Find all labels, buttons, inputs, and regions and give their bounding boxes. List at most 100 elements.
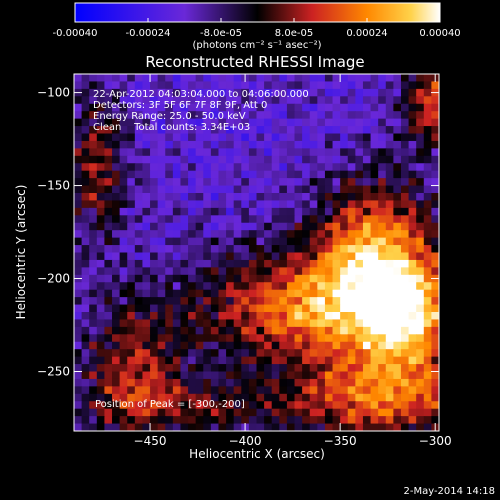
- heatmap-cell: [309, 111, 318, 120]
- heatmap-cell: [134, 326, 144, 335]
- heatmap-cell: [241, 222, 250, 231]
- heatmap-cell: [294, 237, 303, 246]
- heatmap-cell: [172, 170, 182, 179]
- heatmap-cell: [150, 386, 159, 395]
- heatmap-cell: [195, 349, 204, 358]
- heatmap-cell: [165, 245, 174, 254]
- heatmap-cell: [294, 81, 303, 90]
- heatmap-cell: [112, 103, 121, 112]
- heatmap-cell: [393, 222, 402, 231]
- heatmap-cell: [431, 267, 439, 276]
- heatmap-cell: [96, 222, 106, 231]
- heatmap-cell: [294, 259, 303, 268]
- heatmap-cell: [134, 237, 144, 246]
- heatmap-cell: [142, 245, 151, 254]
- heatmap-cell: [119, 74, 128, 83]
- heatmap-cell: [279, 96, 288, 105]
- heatmap-cell: [203, 74, 212, 83]
- heatmap-cell: [264, 364, 273, 373]
- heatmap-cell: [294, 282, 303, 291]
- heatmap-cell: [74, 349, 83, 358]
- heatmap-cell: [393, 245, 402, 254]
- heatmap-cell: [241, 170, 250, 179]
- heatmap-cell: [150, 304, 159, 313]
- heatmap-cell: [142, 118, 151, 127]
- heatmap-cell: [226, 267, 235, 276]
- heatmap-cell: [264, 148, 273, 157]
- heatmap-cell: [134, 103, 144, 112]
- heatmap-cell: [127, 245, 136, 254]
- heatmap-cell: [264, 289, 273, 298]
- heatmap-cell: [180, 356, 189, 365]
- heatmap-cell: [317, 111, 326, 120]
- heatmap-cell: [96, 408, 106, 417]
- heatmap-cell: [423, 133, 432, 142]
- heatmap-cell: [385, 111, 394, 120]
- heatmap-cell: [279, 178, 288, 187]
- heatmap-cell: [393, 126, 402, 135]
- heatmap-cell: [416, 304, 425, 313]
- heatmap-cell: [362, 133, 372, 142]
- heatmap-cell: [332, 74, 341, 83]
- heatmap-cell: [286, 356, 296, 365]
- heatmap-cell: [165, 416, 174, 425]
- heatmap-cell: [165, 326, 174, 335]
- heatmap-cell: [89, 393, 98, 402]
- heatmap-cell: [279, 200, 288, 209]
- heatmap-cell: [74, 200, 83, 209]
- heatmap-cell: [416, 364, 425, 373]
- heatmap-cell: [324, 163, 334, 172]
- heatmap-cell: [385, 364, 394, 373]
- heatmap-cell: [180, 237, 189, 246]
- heatmap-cell: [180, 416, 189, 425]
- heatmap-cell: [195, 163, 204, 172]
- heatmap-cell: [119, 237, 128, 246]
- heatmap-cell: [416, 170, 425, 179]
- heatmap-cell: [241, 140, 250, 149]
- heatmap-cell: [119, 163, 128, 172]
- heatmap-cell: [279, 193, 288, 202]
- heatmap-cell: [309, 274, 318, 283]
- heatmap-cell: [362, 103, 372, 112]
- heatmap-cell: [241, 341, 250, 350]
- heatmap-cell: [150, 401, 159, 410]
- heatmap-cell: [218, 88, 227, 97]
- heatmap-cell: [218, 423, 227, 431]
- heatmap-cell: [431, 155, 439, 164]
- heatmap-cell: [279, 274, 288, 283]
- heatmap-cell: [286, 364, 296, 373]
- heatmap-cell: [355, 393, 364, 402]
- heatmap-cell: [355, 364, 364, 373]
- heatmap-cell: [218, 140, 227, 149]
- heatmap-cell: [378, 334, 387, 343]
- heatmap-cell: [294, 386, 303, 395]
- heatmap-cell: [378, 200, 387, 209]
- x-tick-label: −300: [419, 434, 452, 448]
- heatmap-cell: [264, 126, 273, 135]
- heatmap-cell: [195, 155, 204, 164]
- heatmap-cell: [233, 259, 242, 268]
- heatmap-cell: [81, 185, 90, 194]
- heatmap-cell: [302, 133, 311, 142]
- heatmap-cell: [362, 416, 372, 425]
- heatmap-cell: [340, 416, 349, 425]
- heatmap-cell: [218, 237, 227, 246]
- heatmap-cell: [408, 349, 417, 358]
- heatmap-cell: [256, 193, 265, 202]
- heatmap-cell: [157, 185, 166, 194]
- heatmap-cell: [112, 349, 121, 358]
- heatmap-cell: [378, 364, 387, 373]
- heatmap-cell: [248, 378, 258, 387]
- heatmap-cell: [104, 230, 113, 239]
- heatmap-cell: [347, 81, 356, 90]
- heatmap-cell: [324, 259, 334, 268]
- heatmap-cell: [332, 96, 341, 105]
- heatmap-cell: [385, 148, 394, 157]
- heatmap-cell: [256, 237, 265, 246]
- heatmap-cell: [423, 170, 432, 179]
- heatmap-cell: [431, 230, 439, 239]
- heatmap-cell: [385, 267, 394, 276]
- heatmap-cell: [264, 163, 273, 172]
- heatmap-cell: [89, 222, 98, 231]
- heatmap-cell: [378, 319, 387, 328]
